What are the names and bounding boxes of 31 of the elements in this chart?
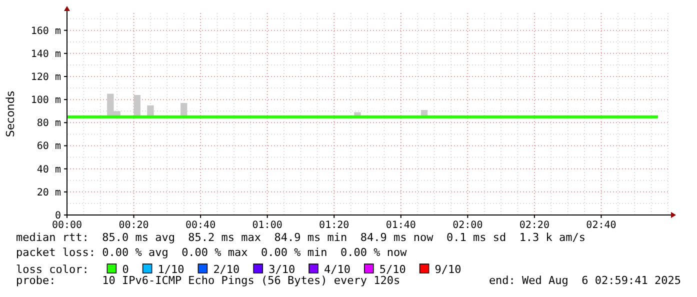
text: median rtt: 85.0 ms avg 85.2 ms max 84.9 ms min 84.9 ms now 0.1 ms sd 1.3 k am/s xyxy=(16,231,586,244)
legend-title: loss color: xyxy=(16,263,89,276)
x-tick-label: 00:40 xyxy=(186,220,216,231)
y-tick-label: 80 m xyxy=(36,118,61,130)
y-tick-label: 20 m xyxy=(36,187,61,198)
legend-label: 1/10 xyxy=(158,263,184,276)
text: probe: 10 IPv6-ICMP Echo Pings (56 Bytes) every 120s xyxy=(16,274,400,287)
legend-label: 0 xyxy=(122,263,129,276)
y-tick-label: 0 xyxy=(54,210,61,222)
legend-label: 4/10 xyxy=(324,263,350,276)
y-tick-label: 120 m xyxy=(30,72,61,83)
x-tick-label: 02:00 xyxy=(452,220,483,231)
x-tick-label: 01:00 xyxy=(252,220,282,231)
y-axis-title: Seconds xyxy=(4,90,17,138)
x-tick-label: 00:00 xyxy=(52,220,82,231)
x-tick-label: 01:40 xyxy=(386,220,416,231)
legend-label: 5/10 xyxy=(379,263,406,276)
text: packet loss: 0.00 % avg 0.00 % max 0.00 % min 0.00 % now xyxy=(16,246,408,259)
x-tick-label: 02:40 xyxy=(586,220,616,231)
x-tick-label: 00:20 xyxy=(118,220,149,231)
y-tick-label: 40 m xyxy=(36,164,61,176)
y-tick-label: 160 m xyxy=(30,26,61,37)
x-tick-label: 01:20 xyxy=(319,220,350,231)
legend-label: 3/10 xyxy=(268,263,296,276)
text: end: Wed Aug 6 02:59:41 2025 xyxy=(488,274,681,287)
legend-label: 9/10 xyxy=(434,263,462,276)
y-tick-label: 60 m xyxy=(36,141,61,152)
y-tick-label: 100 m xyxy=(30,95,61,106)
x-tick-label: 02:20 xyxy=(519,220,550,231)
y-tick-label: 140 m xyxy=(30,48,61,60)
legend-label: 2/10 xyxy=(213,263,240,276)
